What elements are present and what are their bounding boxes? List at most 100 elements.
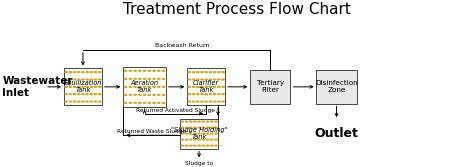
- Circle shape: [185, 139, 188, 140]
- Circle shape: [198, 121, 200, 122]
- Circle shape: [194, 121, 196, 122]
- Circle shape: [188, 79, 191, 80]
- Circle shape: [213, 79, 216, 80]
- Circle shape: [201, 101, 203, 102]
- Circle shape: [185, 145, 188, 146]
- Circle shape: [201, 94, 203, 95]
- Circle shape: [194, 133, 196, 134]
- Circle shape: [157, 78, 160, 79]
- Circle shape: [82, 101, 84, 102]
- Circle shape: [162, 102, 165, 103]
- Circle shape: [190, 145, 192, 146]
- Circle shape: [197, 79, 199, 80]
- Circle shape: [153, 70, 155, 71]
- Circle shape: [206, 121, 209, 122]
- Circle shape: [162, 78, 165, 79]
- Circle shape: [69, 79, 72, 80]
- Text: Tertiary
Filter: Tertiary Filter: [256, 80, 284, 93]
- Circle shape: [197, 94, 199, 95]
- Bar: [316, 70, 356, 104]
- Circle shape: [78, 79, 80, 80]
- Circle shape: [192, 94, 195, 95]
- Circle shape: [78, 94, 80, 95]
- Bar: [64, 68, 102, 105]
- Circle shape: [198, 133, 200, 134]
- Circle shape: [209, 101, 211, 102]
- Circle shape: [90, 79, 92, 80]
- Text: Aeration
Tank: Aeration Tank: [130, 80, 159, 93]
- Text: Equilization
Tank: Equilization Tank: [64, 80, 102, 93]
- Circle shape: [209, 94, 211, 95]
- Circle shape: [90, 101, 92, 102]
- Text: Backwash Return: Backwash Return: [155, 43, 210, 48]
- Circle shape: [162, 70, 165, 71]
- Circle shape: [134, 70, 137, 71]
- Circle shape: [153, 102, 155, 103]
- Circle shape: [153, 94, 155, 95]
- Circle shape: [143, 70, 146, 71]
- Circle shape: [202, 133, 204, 134]
- Bar: [187, 68, 225, 105]
- Circle shape: [198, 145, 200, 146]
- Circle shape: [210, 121, 213, 122]
- Circle shape: [201, 79, 203, 80]
- Circle shape: [124, 102, 127, 103]
- Circle shape: [192, 101, 195, 102]
- Circle shape: [134, 78, 137, 79]
- Circle shape: [206, 145, 209, 146]
- Circle shape: [194, 145, 196, 146]
- Circle shape: [138, 78, 141, 79]
- Circle shape: [69, 94, 72, 95]
- Circle shape: [138, 94, 141, 95]
- Bar: [123, 67, 166, 107]
- Circle shape: [185, 127, 188, 128]
- Circle shape: [94, 101, 97, 102]
- Circle shape: [190, 133, 192, 134]
- Circle shape: [94, 94, 97, 95]
- Circle shape: [73, 94, 76, 95]
- Circle shape: [129, 102, 132, 103]
- Circle shape: [82, 79, 84, 80]
- Bar: [250, 70, 290, 104]
- Circle shape: [124, 70, 127, 71]
- Text: Treatment Process Flow Chart: Treatment Process Flow Chart: [123, 2, 351, 17]
- Circle shape: [215, 121, 217, 122]
- Circle shape: [148, 94, 151, 95]
- Circle shape: [129, 94, 132, 95]
- Circle shape: [181, 133, 183, 134]
- Circle shape: [181, 127, 183, 128]
- Circle shape: [134, 102, 137, 103]
- Circle shape: [206, 133, 209, 134]
- Circle shape: [210, 133, 213, 134]
- Circle shape: [73, 101, 76, 102]
- Circle shape: [198, 139, 200, 140]
- Circle shape: [222, 79, 224, 80]
- Circle shape: [69, 101, 72, 102]
- Circle shape: [190, 127, 192, 128]
- Circle shape: [205, 94, 207, 95]
- Circle shape: [86, 101, 88, 102]
- Circle shape: [129, 78, 132, 79]
- Circle shape: [148, 70, 151, 71]
- Circle shape: [134, 94, 137, 95]
- Circle shape: [185, 133, 188, 134]
- Circle shape: [157, 102, 160, 103]
- Circle shape: [82, 94, 84, 95]
- Circle shape: [206, 127, 209, 128]
- Circle shape: [99, 101, 101, 102]
- Circle shape: [210, 139, 213, 140]
- Circle shape: [90, 94, 92, 95]
- Circle shape: [129, 70, 132, 71]
- Circle shape: [210, 127, 213, 128]
- Circle shape: [222, 94, 224, 95]
- Text: Returned Activated Sludge: Returned Activated Sludge: [136, 108, 215, 113]
- Circle shape: [86, 79, 88, 80]
- Circle shape: [215, 127, 217, 128]
- Circle shape: [222, 101, 224, 102]
- Text: Disinfection
Zone: Disinfection Zone: [315, 80, 358, 93]
- Circle shape: [218, 79, 220, 80]
- Circle shape: [218, 101, 220, 102]
- Circle shape: [190, 121, 192, 122]
- Circle shape: [194, 139, 196, 140]
- Text: Clarifier
Tank: Clarifier Tank: [193, 80, 219, 93]
